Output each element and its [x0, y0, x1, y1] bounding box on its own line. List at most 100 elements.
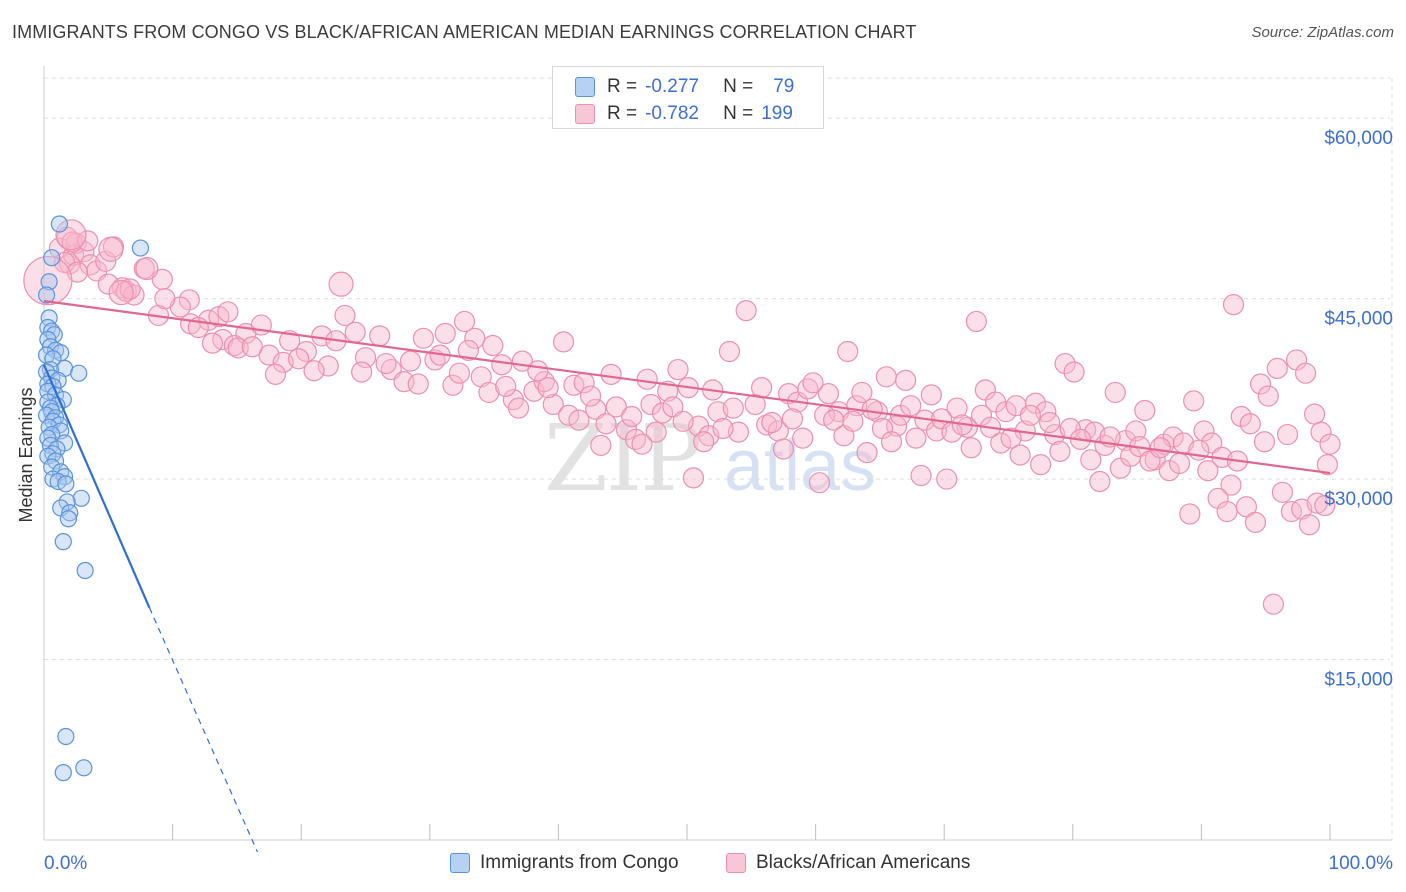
data-point-black — [1089, 470, 1111, 493]
data-point-black — [1134, 399, 1156, 422]
legend-item-congo[interactable]: Immigrants from Congo — [450, 852, 679, 874]
data-point-black — [77, 230, 99, 252]
data-point-congo — [76, 561, 94, 580]
data-point-black — [317, 355, 339, 377]
data-point-black — [495, 375, 517, 398]
data-point-black — [482, 334, 504, 357]
data-point-black — [1125, 420, 1147, 442]
data-point-black — [579, 385, 602, 407]
data-point-black — [434, 322, 456, 345]
data-point-black — [842, 410, 864, 432]
data-point-black — [464, 327, 486, 349]
data-point-black — [672, 410, 694, 432]
data-point-black — [119, 278, 141, 300]
data-point-congo — [70, 364, 88, 382]
legend-r-value: -0.782 — [645, 103, 699, 124]
data-point-black — [1201, 432, 1223, 454]
x-tick-label-max: 100.0% — [1329, 853, 1394, 874]
data-point-black — [823, 409, 845, 431]
data-point-congo — [54, 533, 72, 551]
data-point-congo — [37, 286, 56, 304]
legend-item-black[interactable]: Blacks/African Americans — [726, 852, 970, 874]
data-point-black — [453, 310, 476, 333]
legend-r-label: R = — [607, 76, 638, 97]
data-point-black — [595, 413, 617, 435]
x-tick-label-min: 0.0% — [44, 853, 87, 874]
data-point-black — [1216, 500, 1238, 523]
data-point-black — [631, 433, 653, 455]
data-point-black — [279, 330, 301, 352]
data-point-black — [781, 408, 804, 430]
data-point-black — [154, 287, 176, 310]
data-point-black — [102, 236, 125, 258]
data-point-congo — [75, 759, 93, 777]
data-point-black — [817, 383, 840, 405]
data-point-black — [990, 432, 1012, 454]
data-point-black — [936, 468, 958, 490]
data-point-black — [792, 427, 814, 449]
data-point-black — [645, 421, 667, 443]
data-point-black — [568, 409, 590, 431]
data-point-congo — [72, 489, 90, 507]
data-point-black — [636, 368, 658, 390]
data-point-black — [412, 327, 434, 349]
data-point-black — [621, 405, 643, 428]
data-point-black — [590, 434, 612, 456]
y-tick-label: $60,000 — [1324, 128, 1393, 149]
data-point-black — [837, 340, 859, 363]
legend-r-label: R = — [607, 103, 638, 124]
source-credit: Source: ZipAtlas.com — [1251, 24, 1394, 41]
data-point-black — [1253, 431, 1276, 453]
data-point-black — [1298, 514, 1321, 536]
data-point-black — [288, 348, 310, 370]
legend-row-congo: R = -0.277 N = 79 — [575, 75, 794, 99]
data-point-black — [1220, 474, 1242, 496]
data-point-black — [407, 373, 429, 395]
data-point-black — [640, 393, 662, 416]
data-point-black — [861, 398, 883, 420]
legend-r-value: -0.277 — [645, 76, 699, 97]
data-point-black — [946, 397, 968, 419]
data-point-black — [802, 372, 824, 394]
data-point-black — [1306, 492, 1328, 514]
legend-row-black: R = -0.782 N = 199 — [575, 102, 793, 126]
legend-n-value: 79 — [773, 76, 795, 97]
trend-line-black — [43, 299, 1331, 475]
data-point-black — [651, 402, 674, 424]
data-point-black — [960, 437, 982, 459]
y-tick-label: $45,000 — [1324, 309, 1393, 330]
y-tick-label: $15,000 — [1324, 670, 1393, 691]
data-point-black — [895, 369, 917, 392]
data-point-black — [61, 231, 83, 253]
data-point-black — [772, 438, 795, 460]
data-point-black — [1257, 385, 1279, 407]
data-point-black — [1222, 294, 1245, 316]
data-point-congo — [54, 764, 72, 782]
data-point-black — [1310, 421, 1332, 443]
data-point-black — [667, 358, 689, 381]
data-point-black — [693, 431, 715, 453]
data-point-black — [369, 325, 391, 347]
data-point-black — [97, 273, 119, 295]
data-point-black — [1019, 404, 1041, 426]
data-point-congo — [131, 239, 150, 257]
data-point-black — [448, 362, 470, 384]
data-point-black — [856, 441, 878, 464]
data-point-black — [750, 377, 773, 399]
data-point-congo — [57, 727, 75, 746]
trend-line-congo — [42, 364, 151, 609]
data-point-black — [23, 255, 73, 306]
watermark-atlas: atlas — [724, 426, 876, 506]
data-point-black — [722, 397, 744, 419]
blue-points — [37, 215, 150, 782]
data-point-black — [1303, 403, 1326, 425]
data-point-black — [1319, 433, 1341, 455]
data-point-black — [135, 256, 159, 281]
data-point-black — [178, 289, 200, 311]
legend-n-label: N = — [723, 76, 754, 97]
data-point-black — [605, 396, 627, 418]
data-point-black — [264, 363, 287, 385]
data-point-congo — [59, 510, 78, 528]
data-point-black — [718, 340, 741, 363]
pink-points — [23, 219, 1341, 615]
